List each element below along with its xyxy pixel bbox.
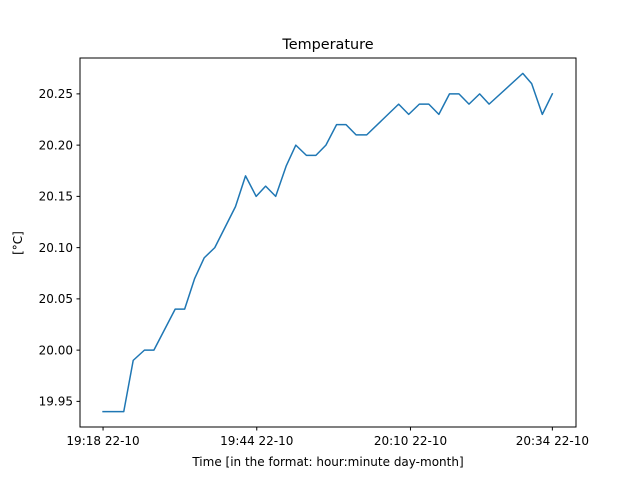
y-tick-label: 19.95 xyxy=(39,395,73,409)
plot-area-frame xyxy=(79,57,577,428)
x-tick-label: 19:44 22-10 xyxy=(220,434,293,448)
series-layer xyxy=(102,72,554,413)
x-axis-label: Time [in the format: hour:minute day-mon… xyxy=(191,455,463,469)
x-tick-label: 20:10 22-10 xyxy=(374,434,447,448)
y-axis-label: [°C] xyxy=(11,231,25,255)
y-tick-label: 20.00 xyxy=(39,343,73,357)
y-tick-label: 20.15 xyxy=(39,190,73,204)
y-tick-label: 20.10 xyxy=(39,241,73,255)
y-axis-ticks: 19.95 20.00 20.05 20.10 20.15 20.20 20.25 xyxy=(39,87,80,409)
x-tick-label: 19:18 22-10 xyxy=(66,434,139,448)
x-axis-ticks: 19:18 22-10 19:44 22-10 20:10 22-10 20:34 2… xyxy=(66,427,589,448)
y-tick-label: 20.25 xyxy=(39,87,73,101)
temperature-series-line xyxy=(102,72,554,413)
y-tick-label: 20.05 xyxy=(39,292,73,306)
y-tick-label: 20.20 xyxy=(39,138,73,152)
x-tick-label: 20:34 22-10 xyxy=(516,434,589,448)
chart-title: Temperature xyxy=(281,37,373,53)
